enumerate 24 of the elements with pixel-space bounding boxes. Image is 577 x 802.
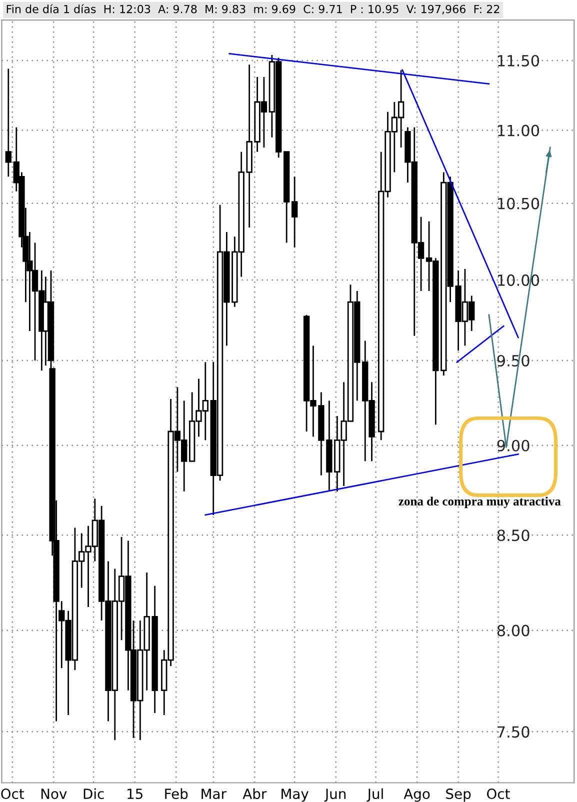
y-tick-label: 11.00 bbox=[498, 124, 540, 136]
y-tick-label: 7.50 bbox=[498, 726, 530, 738]
x-tick-label: May bbox=[282, 788, 309, 802]
x-tick-label: Oct bbox=[487, 788, 510, 800]
y-tick-label: 8.00 bbox=[497, 624, 530, 636]
y-tick-label: 9.00 bbox=[497, 440, 530, 452]
x-tick-label: Dic bbox=[84, 788, 104, 800]
x-tick-label: Ago bbox=[404, 788, 430, 802]
x-tick-label: Abr bbox=[242, 788, 267, 800]
candlestick bbox=[5, 68, 12, 178]
x-tick-label: Mar bbox=[202, 788, 226, 800]
annotation: zona de compra muy atractiva bbox=[398, 496, 561, 508]
x-tick-label: Jun bbox=[324, 788, 346, 802]
chart-title: Fin de día 1 días H: 12:03 A: 9.78 M: 9.83 m: 9.69 C: 9.71 P : 10.95 V: 197,966 F: 22 bbox=[6, 4, 500, 14]
x-tick-label: 15 bbox=[128, 788, 142, 800]
x-tick-label: Jul bbox=[366, 788, 383, 802]
x-tick-label: Sep bbox=[446, 788, 471, 802]
x-tick-label: Feb bbox=[165, 788, 188, 800]
y-tick-label: 8.50 bbox=[497, 530, 530, 542]
y-tick-label: 11.50 bbox=[498, 54, 540, 67]
x-tick-label: Oct bbox=[1, 788, 24, 800]
candlestick bbox=[291, 176, 298, 248]
x-tick-label: Nov bbox=[41, 788, 67, 800]
y-tick-label: 10.50 bbox=[498, 198, 540, 210]
